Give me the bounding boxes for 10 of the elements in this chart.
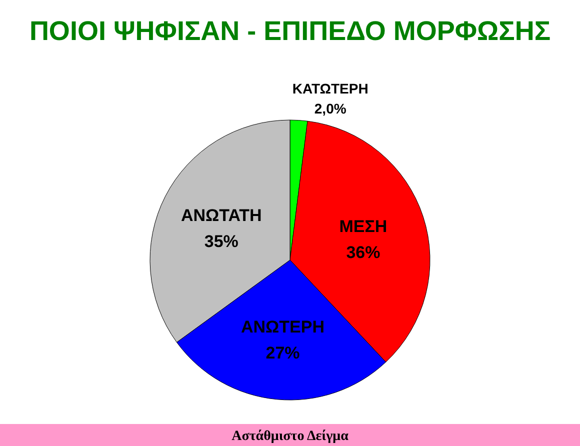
- data-label: 27%: [266, 344, 300, 363]
- slice-label: ΚΑΤΩΤΕΡΗ: [292, 80, 368, 96]
- slice-label: ΜΕΣΗ: [339, 217, 388, 236]
- slice-label: ΑΝΩΤΑΤΗ: [180, 206, 262, 226]
- data-label: 2,0%: [314, 100, 347, 116]
- chart-title: ΠΟΙΟΙ ΨΗΦΙΣΑΝ - ΕΠΙΠΕΔΟ ΜΟΡΦΩΣΗΣ: [29, 16, 551, 46]
- slice-label: ΑΝΩΤΕΡΗ: [240, 318, 325, 337]
- data-label: 36%: [346, 243, 380, 262]
- data-label: 35%: [204, 232, 238, 252]
- caption-banner: Αστάθμιστο Δείγμα: [0, 424, 580, 446]
